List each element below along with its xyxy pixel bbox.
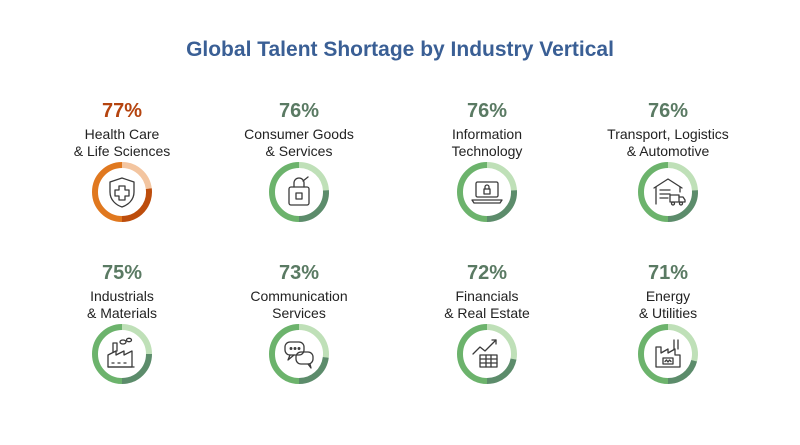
industry-label: Financials & Real Estate: [397, 288, 577, 322]
industry-label: Communication Services: [209, 288, 389, 322]
industry-card: 76% Consumer Goods & Services: [209, 100, 389, 224]
donut-ring: [638, 162, 698, 222]
donut-remainder: [667, 162, 698, 191]
percentage-value: 77%: [101, 100, 143, 122]
donut-fill-segment: [269, 162, 300, 222]
shield-cross-icon: [109, 177, 135, 208]
donut-ring: [638, 324, 698, 384]
industry-card: 77% Health Care & Life Sciences: [32, 100, 212, 224]
industry-label-line2: Technology: [451, 142, 523, 159]
industry-label: Consumer Goods & Services: [209, 126, 389, 160]
donut-ring: [92, 162, 152, 222]
donut-fill-segment: [269, 324, 300, 384]
donut-remainder: [486, 324, 517, 360]
percentage-value: 76%: [278, 100, 320, 122]
donut-remainder: [121, 324, 152, 355]
donut-fill-segment: [457, 162, 488, 222]
industry-label: Transport, Logistics & Automotive: [578, 126, 758, 160]
donut-fill-segment: [486, 358, 517, 384]
donut-remainder: [121, 162, 152, 190]
factory-icon: [107, 337, 135, 368]
donut-fill-segment: [121, 353, 152, 384]
donut-ring: [269, 324, 329, 384]
donut-fill-segment: [92, 162, 123, 222]
donut-fill-segment: [92, 324, 123, 384]
industry-card: 76% Transport, Logistics & Automotive: [578, 100, 758, 224]
industry-label-line2: & Utilities: [638, 304, 698, 321]
industry-card: 71% Energy & Utilities: [578, 262, 758, 386]
donut-fill-segment: [121, 188, 152, 222]
donut-ring: [457, 324, 517, 384]
laptop-lock-icon: [471, 181, 503, 204]
donut-ring: [92, 324, 152, 384]
donut-fill-segment: [638, 162, 669, 222]
donut-ring: [269, 162, 329, 222]
industry-label-line1: Communication: [250, 288, 348, 304]
power-plant-icon: [655, 339, 681, 368]
industry-label: Industrials & Materials: [32, 288, 212, 322]
percentage-value: 76%: [466, 100, 508, 122]
industry-label: Health Care & Life Sciences: [32, 126, 212, 160]
percentage-value: 73%: [278, 262, 320, 284]
industry-card: 72% Financials & Real Estate: [397, 262, 577, 386]
industry-label: Energy & Utilities: [578, 288, 758, 322]
industry-label-line1: Consumer Goods: [244, 126, 354, 142]
shopping-bag-icon: [288, 176, 310, 206]
industry-label-line1: Financials: [455, 288, 519, 304]
donut-fill-segment: [486, 190, 517, 222]
industry-label-line1: Information: [451, 126, 523, 142]
warehouse-truck-icon: [653, 178, 686, 206]
chart-building-icon: [472, 339, 498, 368]
donut-fill-segment: [667, 359, 698, 384]
donut-ring: [457, 162, 517, 222]
industry-label-line1: Transport, Logistics: [607, 126, 729, 142]
donut-remainder: [298, 162, 329, 191]
donut-fill-segment: [298, 356, 329, 384]
industry-label-line2: Services: [272, 304, 326, 321]
industry-label-line2: & Materials: [86, 304, 158, 321]
donut-fill-segment: [667, 190, 698, 222]
industry-label-line2: & Services: [265, 142, 333, 159]
industry-label-line1: Health Care: [84, 126, 160, 142]
industry-label: Information Technology: [397, 126, 577, 160]
donut-remainder: [667, 324, 698, 362]
donut-fill-segment: [638, 324, 669, 384]
industry-label-line2: & Life Sciences: [73, 142, 171, 159]
industry-label-line2: & Automotive: [626, 142, 710, 159]
chat-bubbles-icon: [284, 341, 314, 369]
industry-label-line2: & Real Estate: [444, 304, 530, 321]
industry-card: 76% Information Technology: [397, 100, 577, 224]
percentage-value: 75%: [101, 262, 143, 284]
donut-remainder: [486, 162, 517, 191]
industry-card: 73% Communication Services: [209, 262, 389, 386]
percentage-value: 76%: [647, 100, 689, 122]
donut-remainder: [298, 324, 329, 358]
percentage-value: 71%: [647, 262, 689, 284]
industry-card: 75% Industrials & Materials: [32, 262, 212, 386]
industry-label-line1: Energy: [645, 288, 691, 304]
donut-fill-segment: [457, 324, 488, 384]
percentage-value: 72%: [466, 262, 508, 284]
donut-fill-segment: [298, 190, 329, 222]
chart-title: Global Talent Shortage by Industry Verti…: [186, 38, 614, 61]
industry-label-line1: Industrials: [90, 288, 154, 304]
